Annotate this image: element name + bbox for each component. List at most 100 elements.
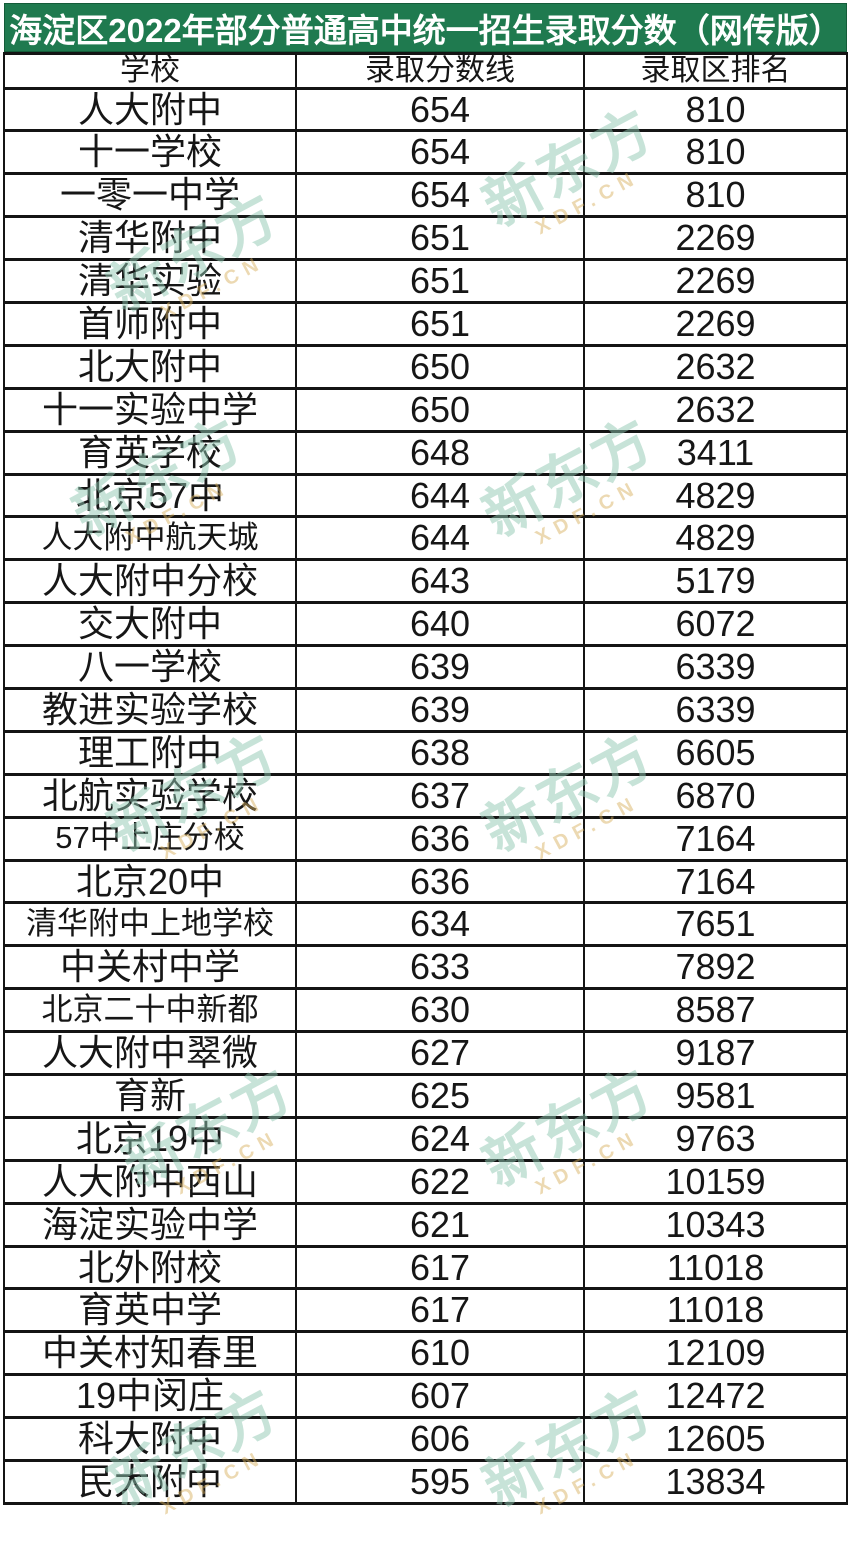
score-line-cell: 644 [295, 472, 585, 519]
school-name-cell: 一零一中学 [3, 172, 297, 219]
school-name-cell: 清华附中上地学校 [3, 901, 297, 948]
district-rank-cell: 9187 [583, 1030, 848, 1076]
school-name-cell: 理工附中 [3, 729, 297, 776]
school-name-cell: 八一学校 [3, 644, 297, 690]
table-row: 人大附中西山 622 10159 [3, 1158, 848, 1205]
district-rank-cell: 6339 [583, 686, 848, 733]
table-row: 北外附校 617 11018 [3, 1244, 848, 1291]
score-line-cell: 651 [295, 300, 585, 347]
score-line-cell: 633 [295, 944, 585, 991]
school-name-cell: 北京57中 [3, 472, 297, 519]
district-rank-cell: 4829 [583, 472, 848, 519]
school-name-cell: 教进实验学校 [3, 686, 297, 733]
score-line-cell: 606 [295, 1416, 585, 1462]
table-row: 北京20中 636 7164 [3, 858, 848, 905]
table-row: 北京19中 624 9763 [3, 1115, 848, 1162]
table-row: 中关村中学 633 7892 [3, 944, 848, 991]
table-row: 育英学校 648 3411 [3, 429, 848, 476]
page-title: 海淀区2022年部分普通高中统一招生录取分数（网传版） [4, 3, 847, 52]
district-rank-cell: 6072 [583, 601, 848, 648]
district-rank-cell: 7651 [583, 901, 848, 948]
score-line-cell: 644 [295, 515, 585, 562]
score-line-cell: 650 [295, 343, 585, 390]
table-row: 理工附中 638 6605 [3, 729, 848, 776]
district-rank-cell: 12472 [583, 1373, 848, 1420]
school-name-cell: 北大附中 [3, 343, 297, 390]
school-name-cell: 19中闵庄 [3, 1373, 297, 1420]
district-rank-cell: 7892 [583, 944, 848, 991]
score-line-cell: 654 [295, 129, 585, 176]
school-name-cell: 人大附中分校 [3, 558, 297, 605]
district-rank-cell: 810 [583, 129, 848, 176]
district-rank-cell: 8587 [583, 987, 848, 1034]
table-row: 57中上庄分校 636 7164 [3, 815, 848, 862]
score-line-cell: 651 [295, 258, 585, 304]
admission-score-table: 学校 录取分数线 录取区排名 人大附中 654 810 十一学校 654 810 一零一中学… [3, 52, 848, 1505]
school-name-cell: 十一学校 [3, 129, 297, 176]
table-row: 科大附中 606 12605 [3, 1416, 848, 1462]
score-line-cell: 640 [295, 601, 585, 648]
table-row: 交大附中 640 6072 [3, 601, 848, 648]
table-row: 北京57中 644 4829 [3, 472, 848, 519]
score-line-cell: 636 [295, 858, 585, 905]
score-line-cell: 654 [295, 172, 585, 219]
district-rank-cell: 2269 [583, 300, 848, 347]
table-row: 清华附中 651 2269 [3, 215, 848, 262]
table-row: 人大附中分校 643 5179 [3, 558, 848, 605]
table-row: 首师附中 651 2269 [3, 300, 848, 347]
table-row: 十一学校 654 810 [3, 129, 848, 176]
table-header-row: 学校 录取分数线 录取区排名 [3, 52, 848, 90]
table-row: 人大附中航天城 644 4829 [3, 515, 848, 562]
score-line-cell: 637 [295, 772, 585, 819]
school-name-cell: 十一实验中学 [3, 386, 297, 433]
score-line-cell: 624 [295, 1115, 585, 1162]
score-line-cell: 595 [295, 1459, 585, 1505]
school-name-cell: 中关村知春里 [3, 1330, 297, 1377]
score-line-cell: 643 [295, 558, 585, 605]
school-name-cell: 首师附中 [3, 300, 297, 347]
school-name-cell: 人大附中航天城 [3, 515, 297, 562]
column-header-score-line: 录取分数线 [295, 52, 585, 90]
district-rank-cell: 2632 [583, 386, 848, 433]
district-rank-cell: 13834 [583, 1459, 848, 1505]
score-line-cell: 617 [295, 1244, 585, 1291]
score-line-cell: 639 [295, 644, 585, 690]
table-row: 育新 625 9581 [3, 1072, 848, 1119]
score-line-cell: 654 [295, 86, 585, 133]
district-rank-cell: 810 [583, 86, 848, 133]
district-rank-cell: 10343 [583, 1201, 848, 1248]
district-rank-cell: 6605 [583, 729, 848, 776]
district-rank-cell: 9763 [583, 1115, 848, 1162]
school-name-cell: 海淀实验中学 [3, 1201, 297, 1248]
district-rank-cell: 10159 [583, 1158, 848, 1205]
district-rank-cell: 12605 [583, 1416, 848, 1462]
school-name-cell: 清华实验 [3, 258, 297, 304]
table-row: 民大附中 595 13834 [3, 1459, 848, 1505]
school-name-cell: 人大附中 [3, 86, 297, 133]
table-row: 教进实验学校 639 6339 [3, 686, 848, 733]
district-rank-cell: 11018 [583, 1287, 848, 1334]
school-name-cell: 科大附中 [3, 1416, 297, 1462]
score-line-cell: 625 [295, 1072, 585, 1119]
district-rank-cell: 12109 [583, 1330, 848, 1377]
school-name-cell: 北航实验学校 [3, 772, 297, 819]
table-row: 19中闵庄 607 12472 [3, 1373, 848, 1420]
school-name-cell: 北京19中 [3, 1115, 297, 1162]
district-rank-cell: 2269 [583, 258, 848, 304]
district-rank-cell: 810 [583, 172, 848, 219]
score-line-cell: 634 [295, 901, 585, 948]
school-name-cell: 北外附校 [3, 1244, 297, 1291]
table-row: 清华附中上地学校 634 7651 [3, 901, 848, 948]
score-line-cell: 650 [295, 386, 585, 433]
school-name-cell: 57中上庄分校 [3, 815, 297, 862]
school-name-cell: 北京20中 [3, 858, 297, 905]
school-name-cell: 清华附中 [3, 215, 297, 262]
table-row: 人大附中 654 810 [3, 86, 848, 133]
district-rank-cell: 4829 [583, 515, 848, 562]
school-name-cell: 中关村中学 [3, 944, 297, 991]
district-rank-cell: 9581 [583, 1072, 848, 1119]
score-line-cell: 651 [295, 215, 585, 262]
score-line-cell: 617 [295, 1287, 585, 1334]
table-row: 北航实验学校 637 6870 [3, 772, 848, 819]
district-rank-cell: 3411 [583, 429, 848, 476]
